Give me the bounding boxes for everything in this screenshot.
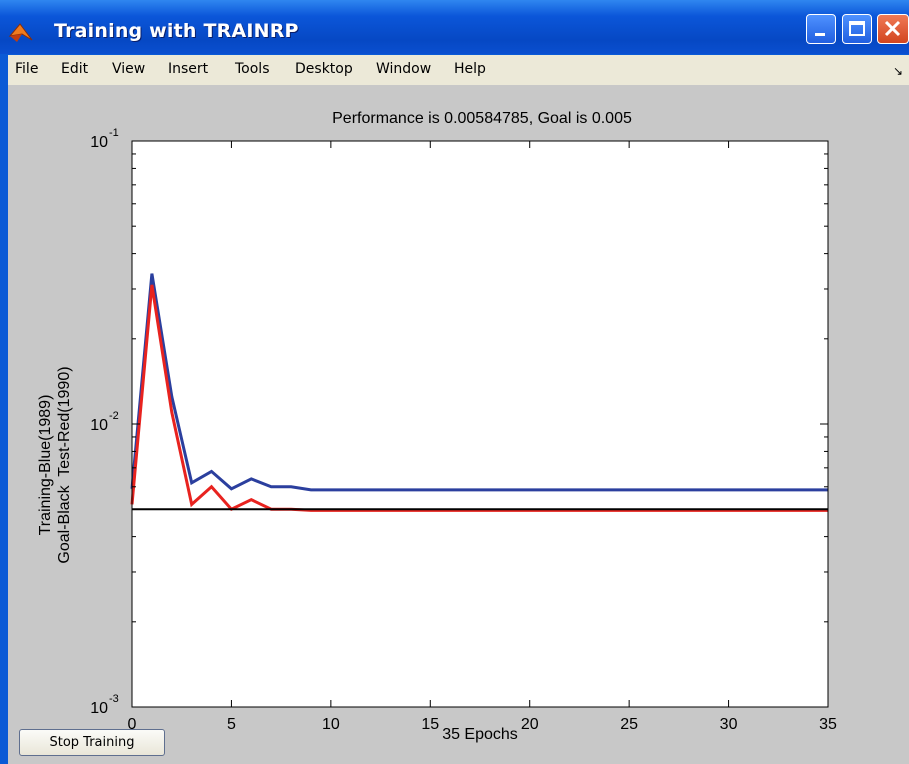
title-bar[interactable]: Training with TRAINRP — [0, 0, 909, 54]
menu-tools[interactable]: Tools — [235, 61, 270, 77]
dock-arrow-icon[interactable]: ↘ — [893, 64, 904, 78]
close-icon — [884, 20, 901, 37]
minimize-icon — [815, 33, 825, 36]
figure-area: 0 5 10 15 20 25 30 35 10 -3 10 -2 10 -1 Performance i… — [8, 85, 909, 764]
x-tick-label: 10 — [322, 716, 340, 733]
maximize-button[interactable] — [842, 14, 872, 44]
chart-title: Performance is 0.00584785, Goal is 0.005 — [332, 110, 632, 127]
y-tick-label-exponent: -3 — [109, 693, 119, 705]
window-title: Training with TRAINRP — [54, 20, 299, 42]
menu-desktop[interactable]: Desktop — [295, 61, 353, 77]
plot-area — [132, 141, 828, 707]
menu-view[interactable]: View — [112, 61, 146, 77]
menu-insert[interactable]: Insert — [168, 61, 209, 77]
y-axis-label-line1: Training-Blue(1989) — [37, 395, 54, 536]
y-axis-label-line2: Goal-Black Test-Red(1990) — [56, 366, 73, 563]
close-button[interactable] — [877, 14, 909, 44]
maximize-icon — [849, 21, 865, 36]
x-tick-label: 5 — [227, 716, 236, 733]
minimize-button[interactable] — [806, 14, 836, 44]
series-layer — [130, 273, 828, 512]
x-tick-label: 30 — [720, 716, 738, 733]
y-tick-label-base: 10 — [90, 700, 108, 717]
x-tick-label: 15 — [421, 716, 439, 733]
y-tick-label-exponent: -1 — [109, 127, 119, 139]
matlab-icon — [8, 23, 33, 42]
menu-edit[interactable]: Edit — [61, 61, 89, 77]
menu-bar: File Edit View Insert Tools Desktop Wind… — [8, 55, 909, 85]
menu-help[interactable]: Help — [454, 61, 486, 77]
y-tick-label-base: 10 — [90, 417, 108, 434]
x-axis-label: 35 Epochs — [442, 726, 518, 743]
series-line-blue — [130, 273, 828, 492]
menu-window[interactable]: Window — [376, 61, 432, 77]
x-tick-label: 20 — [521, 716, 539, 733]
x-tick-label: 35 — [819, 716, 837, 733]
menu-file[interactable]: File — [15, 61, 39, 77]
y-tick-label-base: 10 — [90, 134, 108, 151]
y-tick-label-exponent: -2 — [109, 410, 119, 422]
stop-training-button[interactable]: Stop Training — [19, 729, 165, 756]
x-tick-label: 25 — [620, 716, 638, 733]
series-line-red — [130, 284, 828, 512]
x-tick-label: 0 — [128, 716, 137, 733]
